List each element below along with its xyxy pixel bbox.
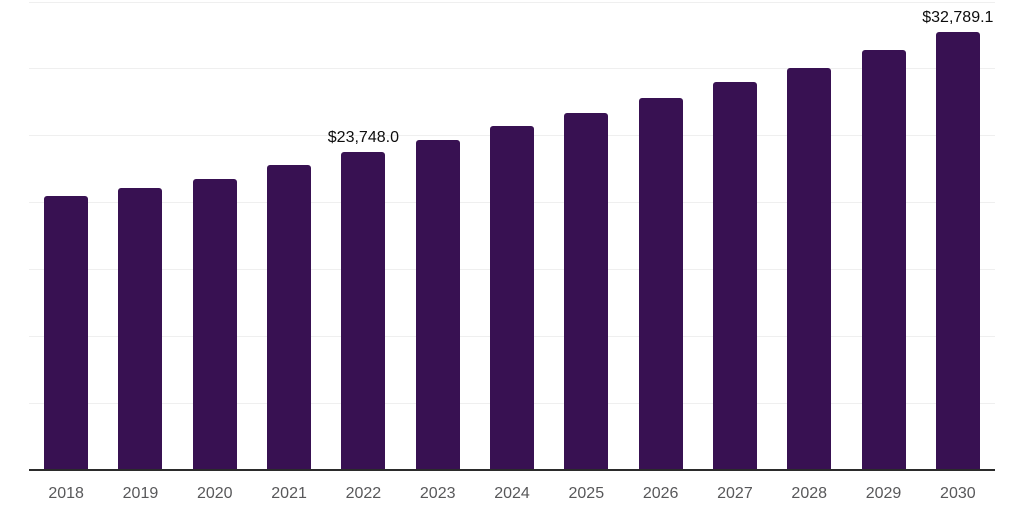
bar-2030[interactable] bbox=[935, 31, 980, 470]
bar-2023[interactable] bbox=[415, 139, 460, 470]
bar-2029[interactable] bbox=[861, 50, 906, 470]
bar-2028[interactable] bbox=[787, 67, 832, 470]
data-label-2022: $23,748.0 bbox=[327, 129, 399, 147]
bar-2021[interactable] bbox=[267, 165, 312, 470]
bar-2026[interactable] bbox=[638, 98, 683, 470]
gridline-30000 bbox=[29, 68, 995, 70]
data-label-2030: $32,789.1 bbox=[922, 8, 994, 26]
bar-2022[interactable] bbox=[341, 152, 386, 470]
bar-2024[interactable] bbox=[490, 126, 534, 470]
bar-2020[interactable] bbox=[192, 178, 237, 470]
bar-2019[interactable] bbox=[118, 187, 163, 470]
x-tick-2024: 2024 bbox=[494, 485, 530, 502]
x-tick-2022: 2022 bbox=[345, 485, 382, 502]
x-tick-2019: 2019 bbox=[122, 485, 159, 502]
bar-2018[interactable] bbox=[44, 195, 89, 470]
x-tick-2025: 2025 bbox=[568, 485, 605, 502]
x-tick-2018: 2018 bbox=[48, 485, 84, 502]
x-tick-2027: 2027 bbox=[717, 485, 753, 502]
x-tick-2030: 2030 bbox=[940, 485, 976, 502]
x-tick-2029: 2029 bbox=[865, 485, 902, 502]
x-tick-2023: 2023 bbox=[419, 485, 456, 502]
gridline-35000 bbox=[29, 1, 995, 3]
bar-2025[interactable] bbox=[564, 112, 609, 470]
x-tick-2020: 2020 bbox=[196, 485, 233, 502]
x-tick-2028: 2028 bbox=[791, 485, 828, 502]
x-axis-line bbox=[29, 469, 995, 471]
bar-2027[interactable] bbox=[712, 82, 757, 470]
x-tick-2021: 2021 bbox=[271, 485, 307, 502]
x-tick-2026: 2026 bbox=[642, 485, 679, 502]
